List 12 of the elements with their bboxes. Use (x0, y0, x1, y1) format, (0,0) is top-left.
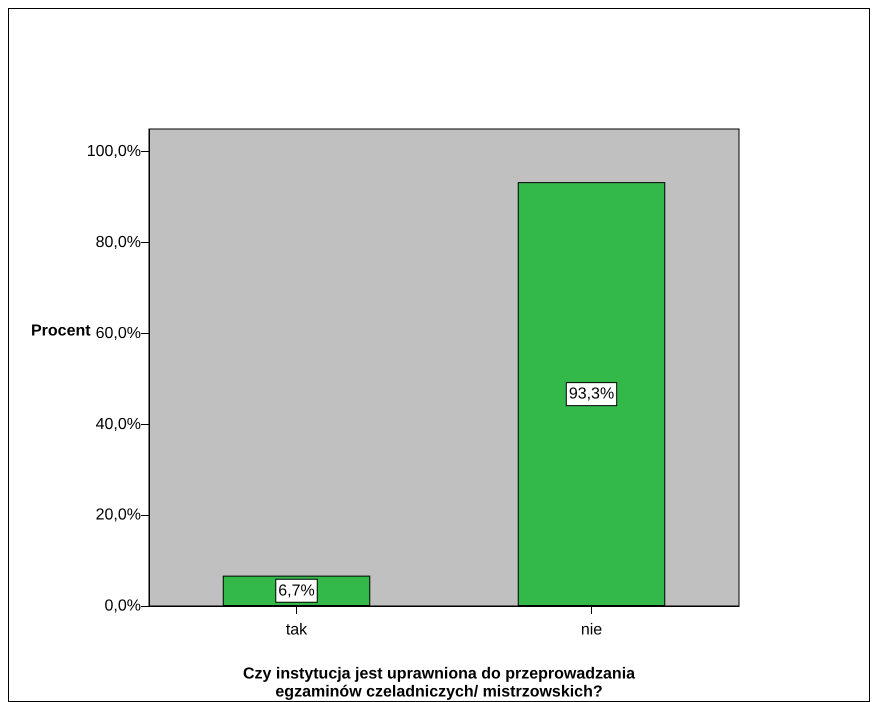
x-tick-label: nie (580, 622, 602, 638)
x-axis-title: Czy instytucja jest uprawniona do przeprowadzania egzaminów czeladniczych/ mistrzowskich? (242, 666, 636, 700)
data-label: 6,7% (278, 582, 315, 600)
x-tick-label: tak (286, 622, 308, 638)
y-tick-label: 100,0% (86, 143, 141, 160)
y-tick-label: 20,0% (96, 506, 141, 524)
y-tick-label: 80,0% (96, 234, 141, 252)
y-tick-label: 40,0% (96, 416, 141, 433)
y-axis-title: Procent (31, 322, 92, 340)
data-label: 93,3% (568, 386, 614, 403)
y-tick-label: 0,0% (104, 598, 141, 614)
y-tick-label: 60,0% (96, 324, 141, 342)
